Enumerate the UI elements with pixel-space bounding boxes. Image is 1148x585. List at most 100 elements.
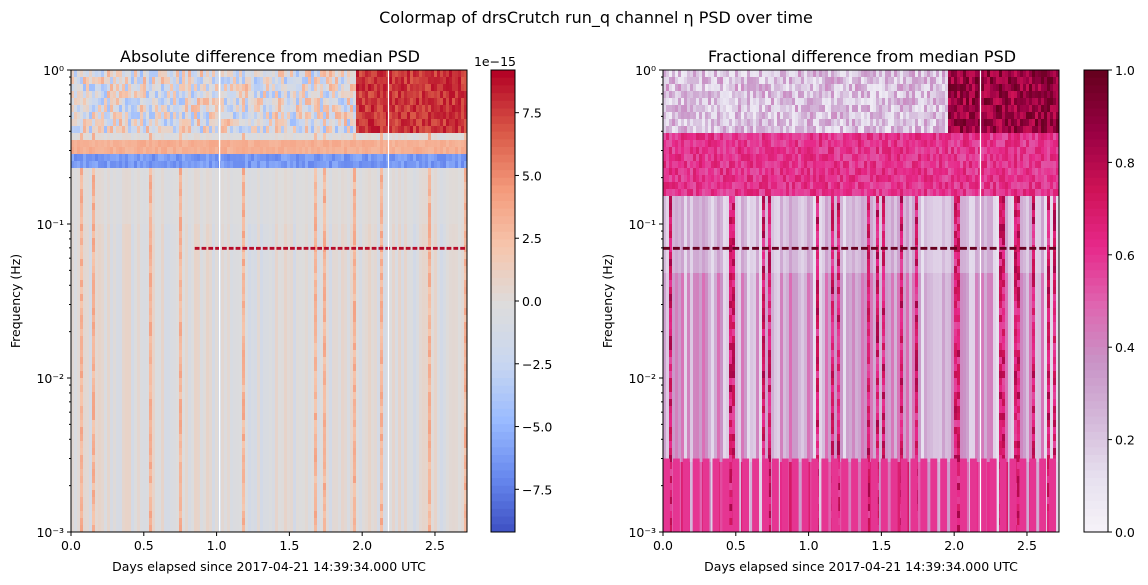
heatmap-cell [407,126,411,134]
heatmap-cell [251,280,255,288]
heatmap-cell [158,203,162,211]
heatmap-cell [104,252,108,260]
heatmap-cell [371,161,375,169]
heatmap-cell [431,224,435,232]
heatmap-cell [191,203,195,211]
heatmap-cell [167,196,171,204]
heatmap-cell [77,266,81,274]
heatmap-cell [320,119,324,127]
heatmap-cell [308,140,312,148]
heatmap-cell [311,231,315,239]
heatmap-cell [434,112,438,120]
heatmap-cell [323,210,327,218]
heatmap-cell [209,294,213,302]
heatmap-cell [455,168,459,176]
heatmap-cell [245,273,249,281]
heatmap-cell [173,196,177,204]
heatmap-cell [137,203,141,211]
heatmap-cell [233,203,237,211]
heatmap-cell [368,196,372,204]
heatmap-cell [155,77,159,85]
heatmap-cell [350,273,354,281]
heatmap-cell [338,203,342,211]
heatmap-cell [332,210,336,218]
heatmap-cell [158,259,162,267]
heatmap-cell [350,196,354,204]
heatmap-cell [311,301,315,309]
heatmap-cell [455,112,459,120]
heatmap-cell [452,77,456,85]
heatmap-cell [206,175,210,183]
heatmap-cell [362,154,366,162]
heatmap-cell [374,287,378,295]
heatmap-cell [362,84,366,92]
heatmap-cell [158,154,162,162]
heatmap-cell [164,294,168,302]
heatmap-cell [254,196,258,204]
heatmap-cell [95,273,99,281]
heatmap-cell [458,168,462,176]
heatmap-cell [83,182,87,190]
heatmap-cell [140,189,144,197]
heatmap-cell [422,231,426,239]
heatmap-cell [386,91,390,99]
heatmap-cell [347,252,351,260]
heatmap-cell [317,147,321,155]
heatmap-cell [206,140,210,148]
heatmap-cell [140,98,144,106]
heatmap-cell [362,182,366,190]
heatmap-cell [455,189,459,197]
heatmap-cell [290,175,294,183]
heatmap-cell [182,84,186,92]
heatmap-cell [407,140,411,148]
heatmap-cell [209,322,213,330]
heatmap-cell [422,84,426,92]
heatmap-cell [182,112,186,120]
heatmap-cell [281,182,285,190]
heatmap-cell [323,224,327,232]
heatmap-cell [434,273,438,281]
heatmap-cell [374,329,378,337]
heatmap-cell [452,133,456,141]
heatmap-cell [176,77,180,85]
heatmap-cell [398,182,402,190]
heatmap-cell [179,98,183,106]
heatmap-cell [155,84,159,92]
heatmap-cell [158,84,162,92]
heatmap-cell [245,126,249,134]
heatmap-cell [104,84,108,92]
heatmap-cell [155,224,159,232]
heatmap-cell [182,322,186,330]
heatmap-cell [359,273,363,281]
heatmap-cell [368,259,372,267]
heatmap-cell [161,322,165,330]
heatmap-cell [203,322,207,330]
heatmap-cell [212,266,216,274]
heatmap-cell [293,308,297,316]
heatmap-cell [215,168,219,176]
heatmap-cell [428,147,432,155]
heatmap-cell [113,280,117,288]
heatmap-cell [254,161,258,169]
heatmap-cell [356,224,360,232]
heatmap-cell [401,280,405,288]
heatmap-cell [458,91,462,99]
heatmap-cell [119,161,123,169]
heatmap-cell [176,140,180,148]
heatmap-cell [86,182,90,190]
heatmap-cell [317,252,321,260]
heatmap-cell [449,308,453,316]
heatmap-cell [389,322,393,330]
heatmap-cell [98,294,102,302]
heatmap-cell [98,287,102,295]
heatmap-cell [104,245,108,253]
heatmap-cell [146,70,150,78]
heatmap-cell [95,287,99,295]
heatmap-cell [248,147,252,155]
heatmap-cell [449,238,453,246]
heatmap-cell [242,175,246,183]
heatmap-cell [341,287,345,295]
heatmap-cell [296,154,300,162]
heatmap-cell [206,91,210,99]
heatmap-cell [437,189,441,197]
